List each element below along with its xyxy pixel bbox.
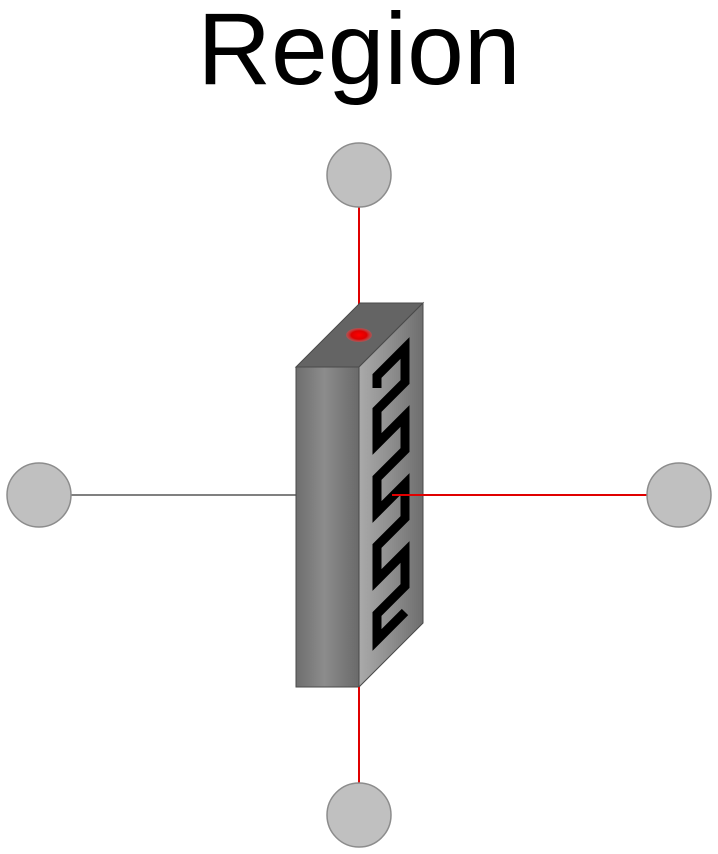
port-left[interactable] bbox=[6, 462, 72, 528]
port-right[interactable] bbox=[646, 462, 712, 528]
diagram-title: Region bbox=[197, 0, 521, 106]
serpentine-pattern-icon bbox=[372, 337, 410, 651]
port-bottom[interactable] bbox=[326, 782, 392, 848]
top-connection-dot bbox=[346, 328, 372, 342]
block-front-face bbox=[295, 366, 360, 688]
port-top[interactable] bbox=[326, 142, 392, 208]
